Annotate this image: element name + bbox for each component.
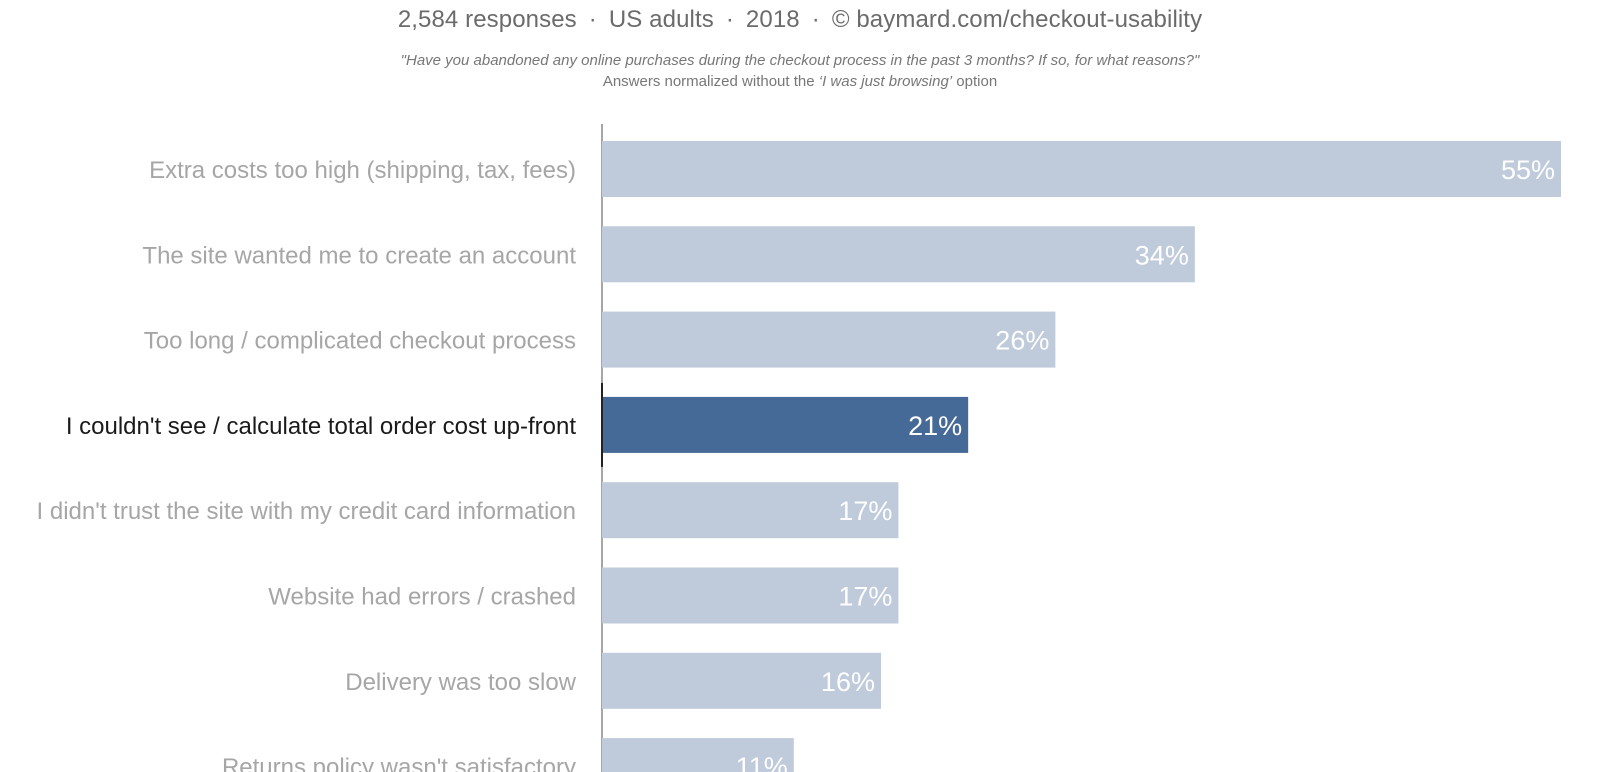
- bar: [602, 396, 969, 453]
- category-label: Extra costs too high (shipping, tax, fee…: [149, 157, 576, 184]
- meta-year: 2018: [745, 6, 800, 33]
- meta-separator: ·: [725, 6, 734, 33]
- normalization-note: Answers normalized without the ‘I was ju…: [0, 73, 1600, 90]
- value-label: 55%: [1501, 155, 1555, 185]
- category-label: Website had errors / crashed: [268, 584, 576, 611]
- survey-meta: 2,584 responses · US adults · 2018 · © baymard…: [0, 6, 1600, 34]
- category-label: The site wanted me to create an account: [142, 242, 576, 269]
- bar: [602, 226, 1195, 283]
- category-label: Too long / complicated checkout process: [144, 328, 576, 355]
- bar: [602, 738, 794, 772]
- bar: [602, 482, 899, 539]
- meta-responses: 2,584 responses: [397, 6, 577, 33]
- value-label: 11%: [736, 752, 788, 772]
- value-label: 34%: [1135, 240, 1189, 270]
- survey-question: "Have you abandoned any online purchases…: [400, 52, 1200, 69]
- bar: [602, 141, 1561, 197]
- meta-separator: ·: [588, 6, 597, 33]
- meta-separator: ·: [811, 6, 820, 33]
- bar: [602, 567, 899, 624]
- note-emphasis: ‘I was just browsing’: [818, 73, 953, 90]
- note-suffix: option: [952, 73, 998, 90]
- category-label: Returns policy wasn't satisfactory: [222, 754, 576, 772]
- bar: [602, 652, 881, 709]
- value-label: 17%: [838, 582, 892, 612]
- value-label: 26%: [995, 326, 1049, 356]
- meta-source: © baymard.com/checkout-usability: [831, 6, 1203, 33]
- category-label: Delivery was too slow: [345, 669, 576, 696]
- category-label: I couldn't see / calculate total order c…: [66, 413, 577, 440]
- value-label: 17%: [838, 496, 892, 526]
- bar: [602, 311, 1056, 368]
- note-prefix: Answers normalized without the: [602, 73, 819, 90]
- category-label: I didn't trust the site with my credit c…: [37, 498, 576, 525]
- value-label: 21%: [908, 411, 962, 441]
- value-label: 16%: [821, 667, 875, 697]
- meta-population: US adults: [608, 6, 714, 33]
